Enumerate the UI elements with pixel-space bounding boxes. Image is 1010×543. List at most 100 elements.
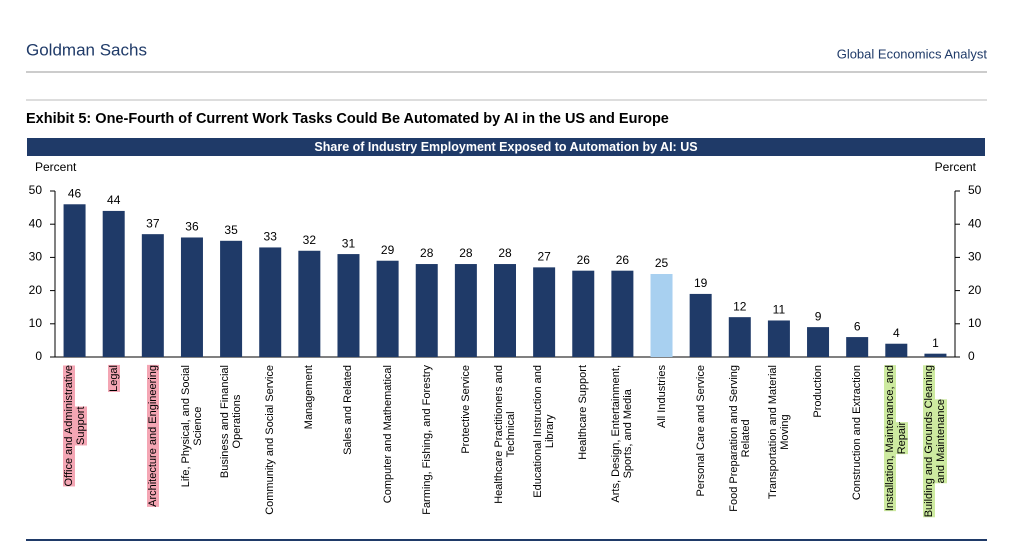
bar [572, 270, 595, 357]
x-tick-label: Arts, Design, Entertainment, Sports, and… [610, 365, 634, 503]
bar [141, 234, 164, 357]
value-label: 46 [68, 186, 82, 200]
bar [220, 240, 243, 357]
value-label: 31 [342, 236, 356, 250]
value-label: 27 [537, 250, 551, 264]
bar [728, 317, 751, 357]
x-tick-text: All Industries [655, 365, 668, 428]
y2-tick-label: 30 [968, 250, 982, 264]
x-tick-text: Life, Physical, and Social Science [179, 365, 204, 488]
bar [376, 260, 399, 357]
x-tick-label: Sales and Related [342, 365, 354, 455]
y2-axis-label: Percent [935, 160, 977, 174]
x-tick-label: All Industries [656, 365, 668, 428]
x-tick-label: Business and Financial Operations [219, 365, 243, 478]
x-tick-label: Life, Physical, and Social Science [180, 365, 204, 487]
x-tick-label: Production [812, 365, 824, 418]
bar [846, 337, 869, 357]
bar [689, 293, 712, 357]
x-tick-label: Installation, Maintenance, and Repair [884, 365, 909, 512]
value-label: 37 [146, 216, 160, 230]
x-tick-label: Farming, Fishing, and Forestry [421, 365, 433, 515]
bar [102, 210, 125, 357]
exhibit-title: Exhibit 5: One-Fourth of Current Work Ta… [26, 111, 669, 127]
x-tick-text: Legal [107, 365, 120, 392]
x-tick-text: Computer and Mathematical [381, 365, 394, 504]
value-label: 28 [420, 246, 434, 260]
x-tick-text: Educational Instruction and Library [532, 365, 557, 498]
bar [259, 247, 282, 357]
bar [494, 264, 516, 357]
x-tick-label: Protective Service [460, 365, 472, 454]
x-tick-label: Architecture and Engineering [146, 365, 159, 507]
x-tick-label: Management [303, 365, 315, 429]
y2-tick-label: 20 [968, 283, 982, 297]
x-tick-label: Healthcare Support [577, 365, 589, 460]
y-tick-label: 10 [29, 316, 43, 330]
x-tick-label: Community and Social Service [264, 365, 276, 515]
y2-tick-label: 40 [968, 216, 982, 230]
bar [924, 353, 947, 357]
bar [454, 264, 477, 357]
x-tick-text: Office and Administrative Support [62, 365, 87, 487]
value-label: 33 [264, 230, 278, 244]
bar [533, 267, 556, 357]
publication: Global Economics Analyst [837, 46, 988, 61]
bar [180, 237, 203, 357]
x-tick-label: Office and Administrative Support [62, 365, 87, 487]
x-tick-text: Arts, Design, Entertainment, Sports, and… [610, 365, 635, 503]
x-tick-label: Healthcare Practitioners and Technical [493, 365, 517, 504]
y2-tick-label: 0 [968, 349, 975, 363]
value-label: 36 [185, 220, 199, 234]
value-label: 28 [498, 246, 512, 260]
value-label: 25 [655, 256, 669, 270]
y-tick-label: 50 [29, 183, 43, 197]
title-banner [27, 138, 985, 156]
x-tick-text: Construction and Extraction [851, 365, 864, 501]
x-tick-label: Educational Instruction and Library [532, 365, 556, 498]
x-tick-label: Personal Care and Service [695, 365, 707, 496]
y2-tick-label: 50 [968, 183, 982, 197]
x-tick-text: Food Preparation and Serving Related [727, 365, 752, 512]
value-label: 9 [815, 309, 822, 323]
x-tick-text: Healthcare Support [577, 365, 590, 460]
x-tick-label: Transportation and Material Moving [767, 365, 791, 499]
x-tick-text: Installation, Maintenance, and Repair [884, 365, 909, 512]
bar [611, 270, 634, 357]
x-tick-text: Management [303, 365, 316, 430]
value-label: 11 [773, 303, 786, 317]
x-tick-text: Healthcare Practitioners and Technical [493, 365, 517, 504]
bar [885, 343, 908, 357]
brand: Goldman Sachs [26, 40, 147, 59]
value-label: 12 [733, 299, 747, 313]
value-label: 26 [577, 253, 591, 267]
x-tick-label: Building and Grounds Cleaning and Mainte… [923, 365, 948, 518]
x-tick-label: Computer and Mathematical [382, 365, 394, 503]
y-axis-label: Percent [35, 160, 77, 174]
bar [298, 250, 321, 357]
x-tick-text: Sales and Related [342, 365, 355, 455]
chart-title: Share of Industry Employment Exposed to … [314, 140, 697, 154]
y-tick-label: 20 [29, 283, 43, 297]
value-label: 6 [854, 319, 861, 333]
value-label: 32 [303, 233, 317, 247]
x-tick-text: Production [812, 365, 825, 418]
bar [415, 264, 438, 357]
bar [650, 274, 673, 357]
value-label: 44 [107, 193, 121, 207]
x-tick-label: Construction and Extraction [851, 365, 863, 500]
x-tick-label: Legal [107, 365, 120, 392]
bar [337, 254, 360, 357]
bar [63, 204, 86, 357]
x-tick-text: Transportation and Material Moving [766, 365, 791, 500]
value-label: 1 [932, 336, 939, 350]
value-label: 28 [459, 246, 473, 260]
x-tick-label: Food Preparation and Serving Related [728, 365, 752, 512]
value-label: 29 [381, 243, 395, 257]
value-label: 26 [616, 253, 630, 267]
value-label: 4 [893, 326, 900, 340]
x-tick-text: Personal Care and Service [694, 365, 707, 497]
x-tick-text: Architecture and Engineering [146, 365, 159, 507]
